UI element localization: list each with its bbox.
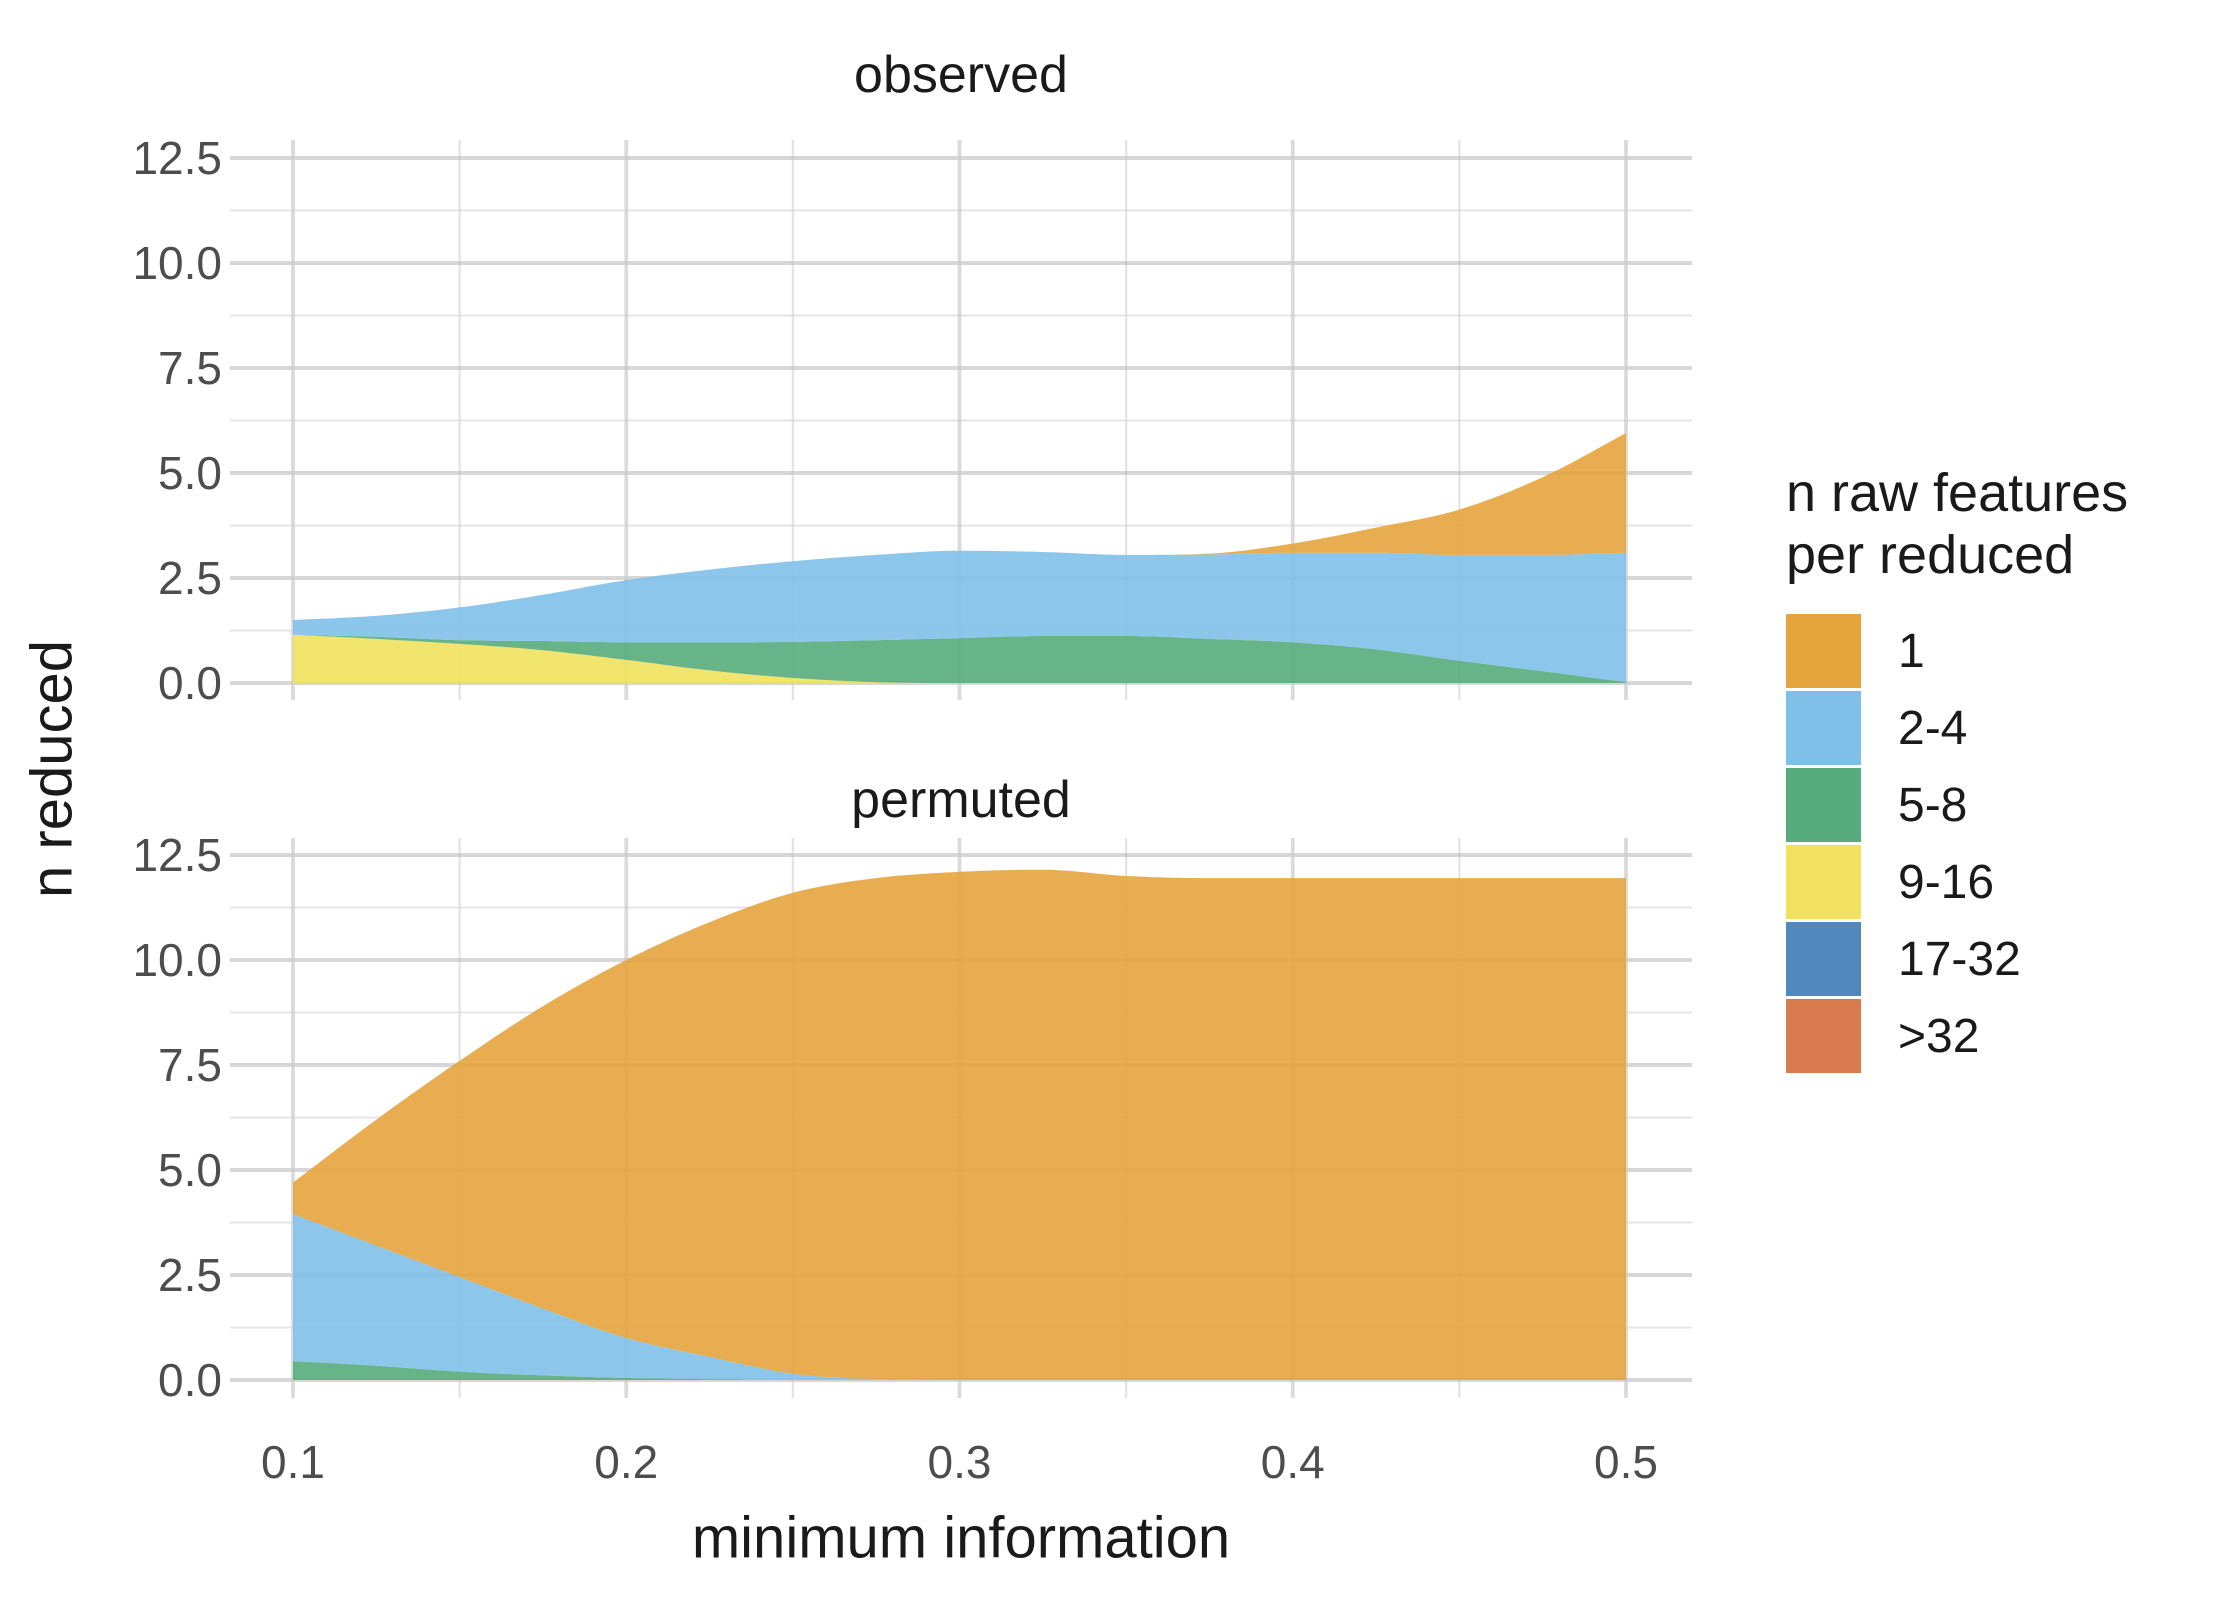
legend: n raw features per reduced 1 2-4 5-8 9-16 17… xyxy=(1786,462,2206,1076)
facet-strip-observed: observed xyxy=(854,46,1068,104)
y-tick-label: 2.5 xyxy=(158,1249,222,1301)
y-tick-label: 12.5 xyxy=(132,829,222,881)
legend-title-line1: n raw features xyxy=(1786,463,2129,523)
legend-entry: 5-8 xyxy=(1786,768,2206,842)
legend-swatch xyxy=(1786,768,1861,842)
legend-label: 17-32 xyxy=(1898,932,2021,986)
facet-strip-permuted: permuted xyxy=(851,771,1071,829)
area-permuted-2-4 xyxy=(293,1214,1626,1380)
legend-swatch xyxy=(1786,691,1861,765)
y-tick-label: 7.5 xyxy=(158,342,222,394)
legend-swatch xyxy=(1786,999,1861,1073)
legend-swatch xyxy=(1786,845,1861,919)
legend-swatch xyxy=(1786,614,1861,688)
legend-entry: 17-32 xyxy=(1786,922,2206,996)
legend-title: n raw features per reduced xyxy=(1786,462,2206,586)
y-tick-label: 7.5 xyxy=(158,1039,222,1091)
legend-label: 9-16 xyxy=(1898,855,1995,909)
y-tick-label: 10.0 xyxy=(132,237,222,289)
legend-entry: 9-16 xyxy=(1786,845,2206,919)
y-tick-label: 10.0 xyxy=(132,934,222,986)
area-observed-9-16 xyxy=(293,634,1626,683)
legend-label: >32 xyxy=(1898,1009,1980,1063)
y-tick-label: 12.5 xyxy=(132,132,222,184)
legend-entry: 2-4 xyxy=(1786,691,2206,765)
x-tick-label: 0.5 xyxy=(1594,1436,1658,1488)
areas-observed xyxy=(293,433,1626,683)
legend-label: 5-8 xyxy=(1898,778,1968,832)
legend-label: 2-4 xyxy=(1898,701,1968,755)
legend-entry: >32 xyxy=(1786,999,2206,1073)
x-axis-title: minimum information xyxy=(692,1506,1230,1571)
area-observed-5-8 xyxy=(293,634,1626,683)
y-tick-label: 2.5 xyxy=(158,552,222,604)
legend-label: 1 xyxy=(1898,624,1925,678)
area-permuted-1 xyxy=(293,869,1626,1380)
legend-swatch xyxy=(1786,922,1861,996)
x-tick-label: 0.3 xyxy=(928,1436,992,1488)
legend-title-line2: per reduced xyxy=(1786,525,2075,585)
x-tick-label: 0.1 xyxy=(261,1436,325,1488)
y-tick-label: 0.0 xyxy=(158,657,222,709)
y-tick-label: 5.0 xyxy=(158,1144,222,1196)
area-permuted-5-8 xyxy=(293,1361,1626,1380)
x-tick-label: 0.2 xyxy=(594,1436,658,1488)
legend-entry: 1 xyxy=(1786,614,2206,688)
y-tick-label: 0.0 xyxy=(158,1354,222,1406)
area-observed-2-4 xyxy=(293,550,1626,683)
areas-permuted xyxy=(293,869,1626,1380)
y-axis-title: n reduced xyxy=(20,640,85,898)
y-tick-label: 5.0 xyxy=(158,447,222,499)
legend-entries: 1 2-4 5-8 9-16 17-32 >32 xyxy=(1786,614,2206,1073)
x-tick-label: 0.4 xyxy=(1261,1436,1325,1488)
